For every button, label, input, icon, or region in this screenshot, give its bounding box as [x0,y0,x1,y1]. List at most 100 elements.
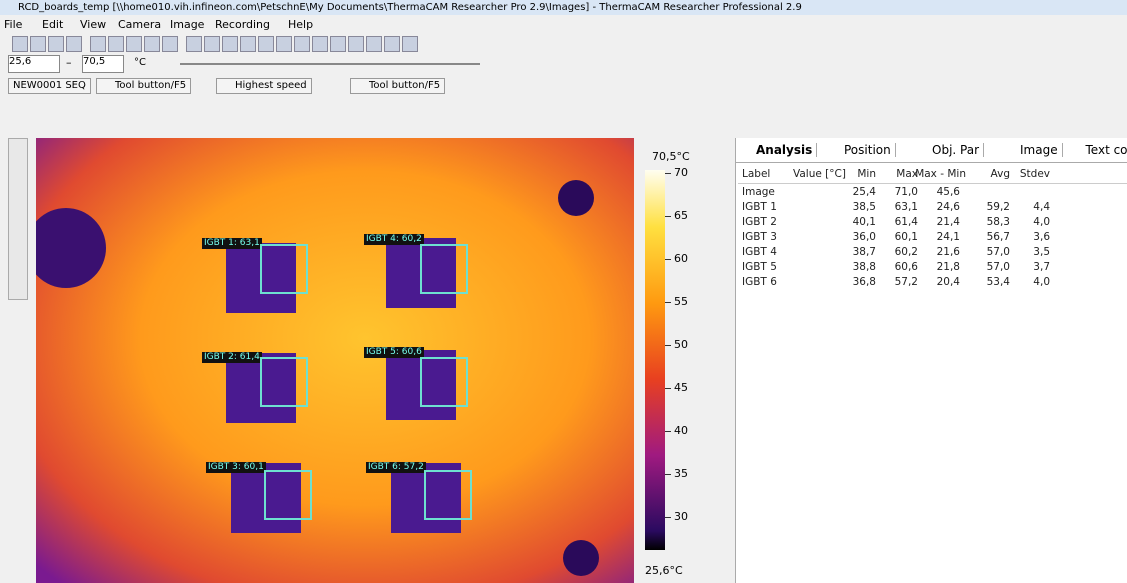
tab[interactable]: Image [1004,143,1063,157]
scale-tick [665,302,671,303]
column-header: Stdev [1019,168,1050,180]
tool-icon[interactable] [30,36,46,52]
scale-tick [665,216,671,217]
menu-item[interactable]: Image [170,18,205,31]
table-cell: 40,1 [852,216,876,228]
tab[interactable]: Text co [1070,143,1127,157]
roi-label: IGBT 6: 57,2 [366,462,426,473]
roi-box [420,244,468,294]
scale-label: 50 [674,338,688,351]
table-cell: 59,2 [986,201,1010,213]
tool-icon[interactable] [330,36,346,52]
table-cell: 25,4 [852,186,876,198]
slider[interactable] [180,63,480,65]
tab[interactable]: Position [828,143,896,157]
tool-icon[interactable] [366,36,382,52]
scale-label: 60 [674,252,688,265]
thermal-image [36,138,634,583]
table-cell: IGBT 4 [742,246,777,258]
table-cell: 63,1 [894,201,918,213]
tool-icon[interactable] [126,36,142,52]
table-cell: 60,1 [894,231,918,243]
header-line [738,183,1127,184]
scale-bottom: 25,6°C [645,564,683,577]
tool-icon[interactable] [240,36,256,52]
tool-icon[interactable] [294,36,310,52]
sequence[interactable]: NEW0001 SEQ [8,78,91,94]
table-cell: 53,4 [986,276,1010,288]
menu-item[interactable]: Edit [42,18,64,31]
tool-icon[interactable] [108,36,124,52]
table-cell: 3,6 [1033,231,1050,243]
column-header: Avg [990,168,1010,180]
tool-icon[interactable] [48,36,64,52]
menu-item[interactable]: Camera [118,18,162,31]
tool-icon[interactable] [348,36,364,52]
column-header: Max - Min [915,168,966,180]
column-header: Label [742,168,771,180]
tab[interactable]: Analysis [740,143,818,157]
table-cell: 36,8 [852,276,876,288]
tool-icon[interactable] [66,36,82,52]
range-min[interactable]: 25,6 [8,55,60,73]
table-cell: 3,5 [1033,246,1050,258]
scale-label: 45 [674,381,688,394]
table-cell: 21,8 [936,261,960,273]
menu-item[interactable]: View [80,18,107,31]
table-cell: 45,6 [936,186,960,198]
table-cell: 61,4 [894,216,918,228]
roi-box [424,470,472,520]
table-cell: 4,4 [1033,201,1050,213]
table-cell: IGBT 5 [742,261,777,273]
tool-icon[interactable] [258,36,274,52]
menu-bar: File Edit View Camera Image Recording Help [0,17,1127,33]
title-bar: RCD_boards_temp [\\home010.vih.infineon.… [0,0,1127,15]
scale-label: 30 [674,510,688,523]
table-cell: 3,7 [1033,261,1050,273]
tool-button[interactable]: Tool button/F5 [350,78,446,94]
range-max[interactable]: 70,5 [82,55,124,73]
table-cell: 20,4 [936,276,960,288]
table-cell: 57,0 [986,246,1010,258]
tool-icon[interactable] [186,36,202,52]
menu-item[interactable]: File [4,18,23,31]
scale-label: 40 [674,424,688,437]
table-cell: IGBT 3 [742,231,777,243]
menu-item[interactable]: Recording [215,18,271,31]
tool-icon[interactable] [402,36,418,52]
table-cell: 24,1 [936,231,960,243]
scale-tick [665,259,671,260]
scale-label: 65 [674,209,688,222]
tool-icon[interactable] [222,36,238,52]
roi-box [260,244,308,294]
table-cell: 4,0 [1033,216,1050,228]
roi-label: IGBT 2: 61,4 [202,352,262,363]
tool-icon[interactable] [312,36,328,52]
scale-label: 35 [674,467,688,480]
scale-tick [665,345,671,346]
unit: °C [134,57,146,68]
table-cell: 38,8 [852,261,876,273]
tool-icon[interactable] [12,36,28,52]
tab[interactable]: Obj. Par [916,143,985,157]
speed-button[interactable]: Highest speed [216,78,312,94]
scale-tick [665,474,671,475]
color-scale [645,170,665,550]
roi-label: IGBT 5: 60,6 [364,347,424,358]
tool-icon[interactable] [204,36,220,52]
tool-icon[interactable] [162,36,178,52]
tool-button[interactable]: Tool button/F5 [96,78,192,94]
tool-icon[interactable] [90,36,106,52]
menu-item[interactable]: Help [288,18,314,31]
table-cell: 24,6 [936,201,960,213]
analysis-panel [735,138,1127,583]
table-cell: IGBT 1 [742,201,777,213]
table-cell: 21,4 [936,216,960,228]
table-cell: 38,7 [852,246,876,258]
tool-icon[interactable] [144,36,160,52]
table-cell: 36,0 [852,231,876,243]
tool-icon[interactable] [384,36,400,52]
table-cell: 57,2 [894,276,918,288]
tool-icon[interactable] [276,36,292,52]
